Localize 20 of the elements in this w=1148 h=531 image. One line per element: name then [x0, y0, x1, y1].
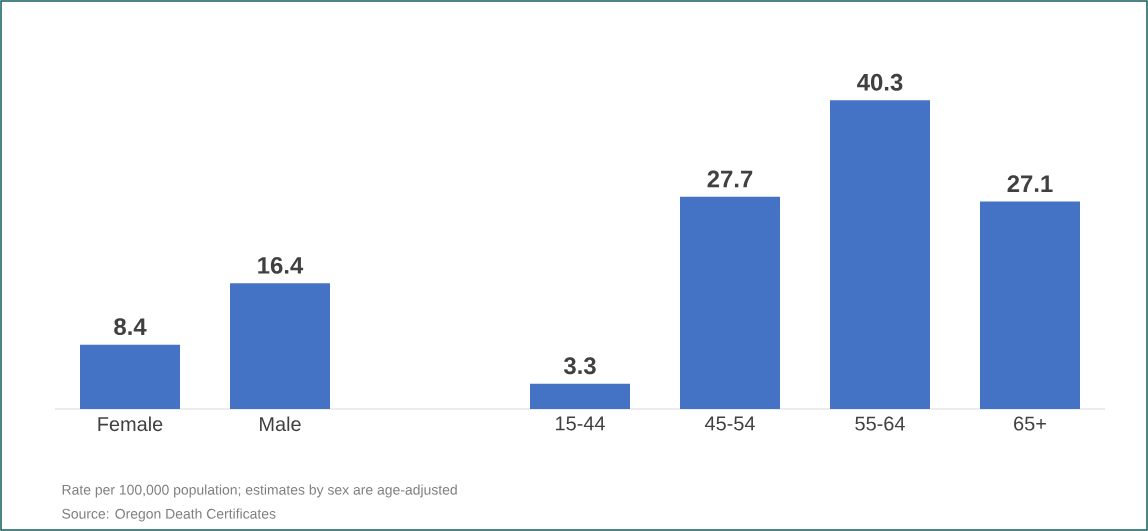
text: Rate per 100,000 population; estimates by sex are age-adjusted	[62, 484, 457, 498]
data-label: 40.3	[857, 73, 903, 91]
data-label: 27.7	[707, 170, 753, 188]
x-tick-label: 45-54	[704, 416, 755, 431]
bar	[979, 201, 1080, 409]
data-label: 3.3	[563, 357, 596, 375]
bar	[530, 383, 630, 409]
x-tick-label: 55-64	[855, 416, 905, 431]
bar	[829, 100, 930, 409]
bar	[680, 196, 780, 409]
source-note: Source: Oregon Death Certificates	[62, 508, 276, 522]
x-tick-label: Female	[98, 416, 163, 432]
bar	[80, 344, 181, 409]
x-tick-label: 15-44	[556, 416, 605, 431]
data-label: 16.4	[258, 256, 304, 274]
bar	[230, 283, 331, 409]
x-tick-label: 65+	[1014, 416, 1046, 431]
data-label: 27.1	[1007, 175, 1053, 192]
data-label: 8.4	[114, 318, 147, 336]
x-tick-label: Male	[260, 416, 301, 432]
